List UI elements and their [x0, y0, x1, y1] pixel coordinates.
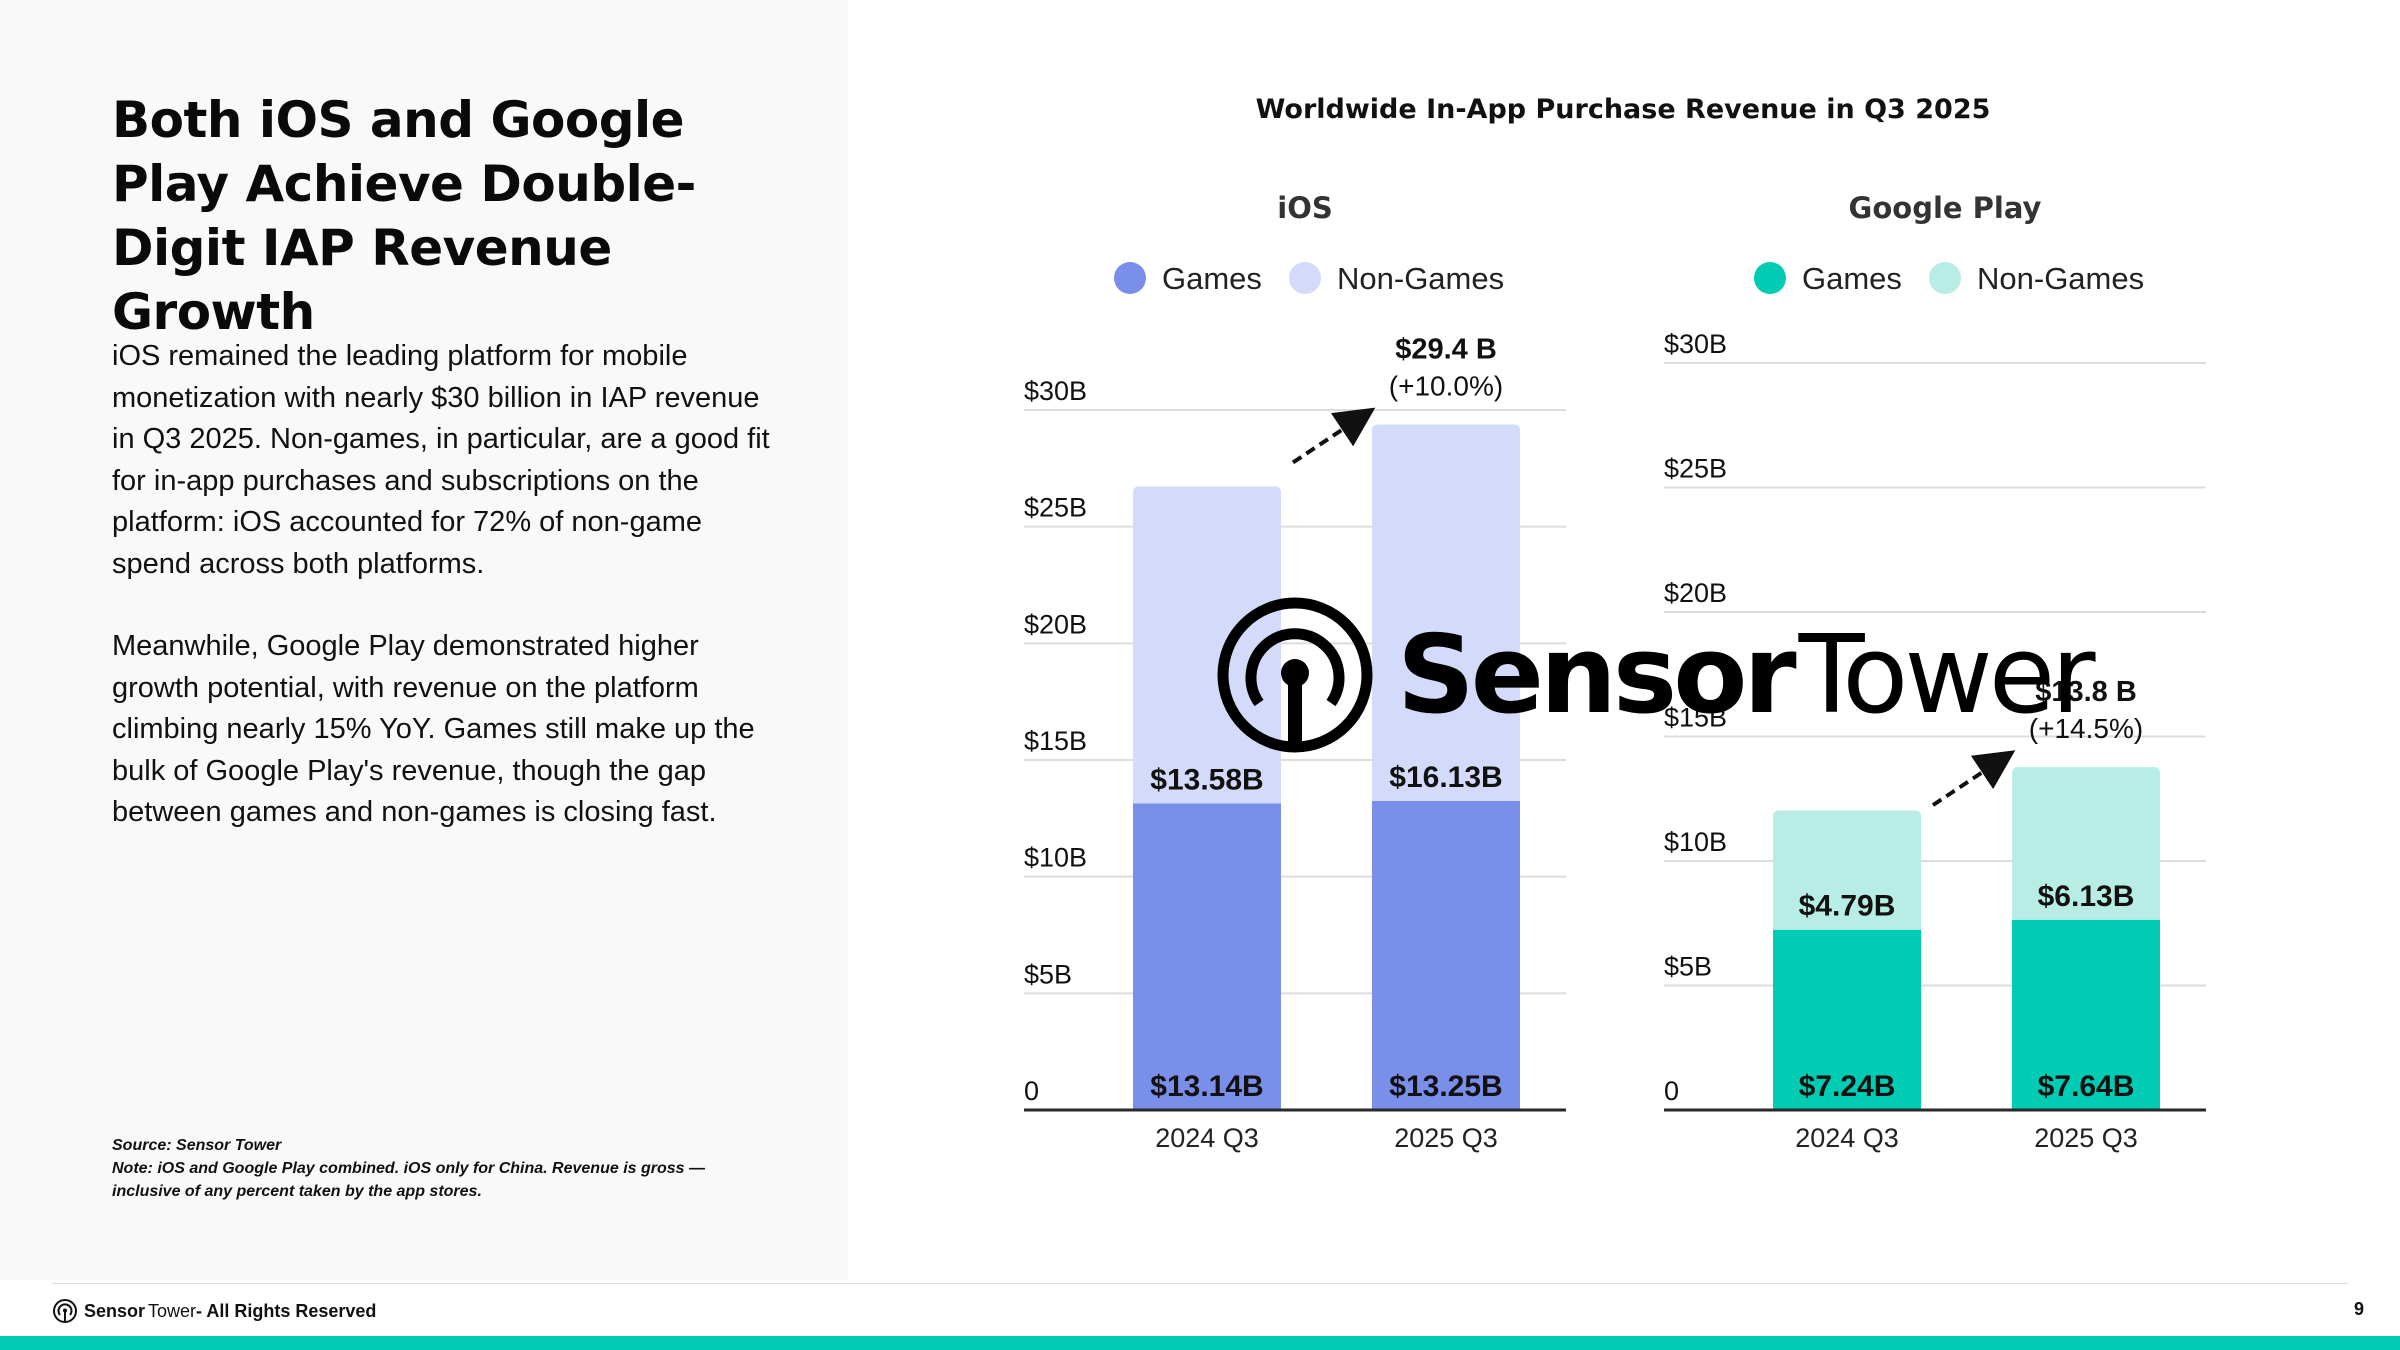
- y-tick-label: $25B: [1664, 454, 1727, 484]
- x-tick-label: 2025 Q3: [2034, 1123, 2138, 1153]
- y-tick-label: $20B: [1664, 578, 1727, 608]
- note-line: Note: iOS and Google Play combined. iOS …: [112, 1160, 705, 1200]
- chart-panel-ios: iOS Games Non-Games 0 $5B $10B $15B $20B $25B $30…: [1024, 191, 1566, 1153]
- source-line: Source: Sensor Tower: [112, 1137, 282, 1154]
- y-tick-label: $5B: [1024, 959, 1072, 989]
- y-tick-label: $30B: [1024, 376, 1087, 406]
- data-label: $4.79B: [1799, 890, 1896, 923]
- total-label: $29.4 B: [1395, 333, 1497, 365]
- legend-label-games: Games: [1802, 261, 1902, 296]
- data-label: $6.13B: [2038, 880, 2135, 913]
- x-tick-label: 2025 Q3: [1394, 1123, 1498, 1153]
- footer-brand-tower: Tower: [148, 1300, 197, 1321]
- body-paragraph-google-play: Meanwhile, Google Play demonstrated high…: [112, 630, 755, 828]
- growth-arrow: [1291, 407, 1376, 465]
- sensor-tower-logo-icon: [53, 1299, 77, 1323]
- data-label: $13.14B: [1150, 1070, 1263, 1103]
- y-tick-label: 0: [1664, 1076, 1679, 1106]
- footer-accent-bar: [0, 1336, 2400, 1350]
- text-panel: Both iOS and Google Play Achieve Double-…: [0, 0, 848, 1280]
- panel-title: Google Play: [1849, 191, 2042, 225]
- y-tick-label: $15B: [1664, 703, 1727, 733]
- source-note: Source: Sensor Tower Note: iOS and Googl…: [112, 1134, 772, 1203]
- bar-segment-games: [1372, 800, 1520, 1110]
- legend-swatch-non-games: [1289, 262, 1321, 294]
- y-tick-label: $30B: [1664, 329, 1727, 359]
- bar-segment-games: [1133, 803, 1281, 1110]
- y-tick-label: $15B: [1024, 726, 1087, 756]
- iap-revenue-chart: Worldwide In-App Purchase Revenue in Q3 …: [1024, 94, 2206, 1153]
- growth-label: (+10.0%): [1389, 370, 1503, 401]
- y-tick-label: $25B: [1024, 493, 1087, 523]
- footer-divider: [52, 1283, 2348, 1284]
- bar-segment-games: [1773, 929, 1921, 1110]
- footer-brand: Sensor Tower - All Rights Reserved: [52, 1297, 376, 1325]
- x-tick-label: 2024 Q3: [1795, 1123, 1899, 1153]
- bar-segment-non-games: [1133, 486, 1281, 804]
- chart-title: Worldwide In-App Purchase Revenue in Q3 …: [1256, 94, 1991, 125]
- data-label: $13.25B: [1389, 1070, 1502, 1103]
- chart-panel-google-play: Google Play Games Non-Games 0 $5B $10B $15B $20…: [1664, 191, 2206, 1153]
- total-label: $13.8 B: [2035, 676, 2137, 708]
- y-tick-label: $5B: [1664, 952, 1712, 982]
- footer-rights: - All Rights Reserved: [196, 1300, 377, 1321]
- growth-label: (+14.5%): [2029, 713, 2143, 744]
- data-label: $16.13B: [1389, 761, 1502, 794]
- footer-brand-sensor: Sensor: [84, 1300, 146, 1321]
- legend-swatch-non-games: [1929, 262, 1961, 294]
- bar-segment-non-games: [2012, 767, 2160, 920]
- y-tick-label: $20B: [1024, 609, 1087, 639]
- data-label: $13.58B: [1150, 763, 1263, 796]
- legend-label-games: Games: [1162, 261, 1262, 296]
- legend-swatch-games: [1114, 262, 1146, 294]
- y-tick-label: $10B: [1024, 843, 1087, 873]
- bar-segment-non-games: [1773, 810, 1921, 930]
- y-tick-label: $10B: [1664, 827, 1727, 857]
- legend-swatch-games: [1754, 262, 1786, 294]
- body-paragraph-ios: iOS remained the leading platform for mo…: [112, 340, 770, 580]
- data-label: $7.64B: [2038, 1070, 2135, 1103]
- legend-label-non-games: Non-Games: [1977, 261, 2144, 296]
- panel-title: iOS: [1277, 191, 1332, 225]
- growth-arrow: [1931, 750, 2016, 807]
- bar-segment-games: [2012, 919, 2160, 1110]
- page-number: 9: [2353, 1299, 2364, 1319]
- y-tick-label: 0: [1024, 1076, 1039, 1106]
- x-tick-label: 2024 Q3: [1155, 1123, 1259, 1153]
- legend-label-non-games: Non-Games: [1337, 261, 1504, 296]
- slide-headline: Both iOS and Google Play Achieve Double-…: [112, 91, 696, 341]
- bar-segment-non-games: [1372, 424, 1520, 801]
- data-label: $7.24B: [1799, 1070, 1896, 1103]
